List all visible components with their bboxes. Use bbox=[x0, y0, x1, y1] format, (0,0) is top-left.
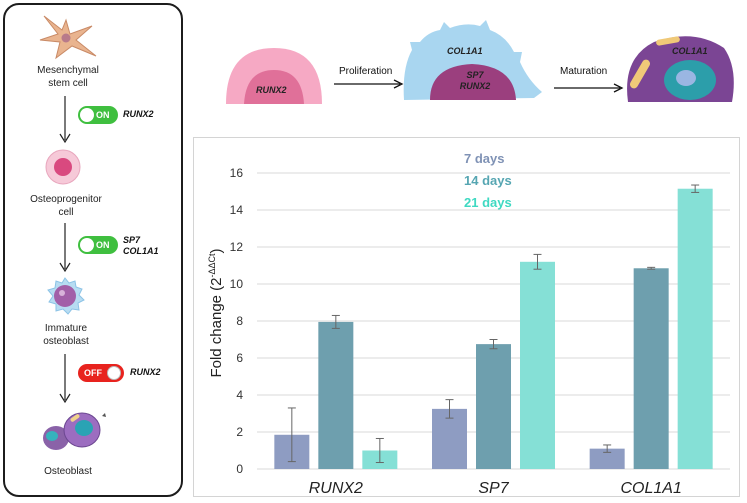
y-tick-label: 12 bbox=[230, 240, 244, 254]
stage-label-osteoblast: Osteoblast bbox=[44, 466, 92, 477]
switch-knob bbox=[107, 366, 121, 380]
y-tick-label: 10 bbox=[230, 277, 244, 291]
y-tick-label: 6 bbox=[236, 351, 243, 365]
switch-state-label: ON bbox=[96, 110, 110, 120]
cell1-gene-label: RUNX2 bbox=[256, 85, 287, 95]
immature-nucleus-shape bbox=[430, 64, 516, 100]
cell2-top-gene-label: COL1A1 bbox=[447, 46, 483, 56]
pathway-arrow-3 bbox=[59, 354, 71, 404]
stage-label-mesenchymal-stem-cell: Mesenchymal stem cell bbox=[37, 65, 99, 89]
fold-change-chart-frame bbox=[193, 137, 740, 497]
x-category-label-col1a1: COL1A1 bbox=[620, 480, 681, 497]
y-tick-label: 4 bbox=[236, 388, 243, 402]
bar-21-days-sp7 bbox=[520, 261, 555, 469]
y-axis-title: Fold change (2-ΔΔCt) bbox=[207, 248, 225, 378]
switch-knob bbox=[80, 108, 94, 122]
bar-14-days-runx2 bbox=[318, 321, 354, 469]
bar-21-days-col1a1 bbox=[677, 188, 713, 469]
stage-label-immature-osteoblast: Immature osteoblast bbox=[43, 323, 89, 347]
x-category-label-sp7: SP7 bbox=[478, 480, 509, 497]
bar-14-days-col1a1 bbox=[633, 268, 669, 469]
runx2-off-switch: OFF bbox=[78, 364, 124, 382]
switch-3-gene: RUNX2 bbox=[130, 367, 161, 377]
bar-14-days-sp7 bbox=[476, 344, 511, 469]
y-axis-title-holder: Fold change (2-ΔΔCt) bbox=[207, 228, 225, 398]
y-tick-label: 2 bbox=[236, 425, 243, 439]
y-tick-label: 16 bbox=[230, 166, 244, 180]
switch-knob bbox=[80, 238, 94, 252]
mesenchymal-stem-cell-image bbox=[39, 15, 97, 60]
switch-1-gene: RUNX2 bbox=[123, 109, 154, 119]
pathway-arrow-2 bbox=[59, 223, 71, 273]
switch-2-genes: SP7 COL1A1 bbox=[123, 235, 159, 256]
switch-state-label: OFF bbox=[84, 368, 102, 378]
fold-change-bar-chart: 0 2 4 6 8 10 12 14 16 RUNX2 SP7 COL1A1 bbox=[230, 166, 730, 497]
switch-state-label: ON bbox=[96, 240, 110, 250]
sp7-col1a1-on-switch: ON bbox=[78, 236, 118, 254]
osteoprogenitor-cell-image bbox=[45, 149, 81, 185]
y-tick-label: 0 bbox=[236, 462, 243, 476]
runx2-on-switch: ON bbox=[78, 106, 118, 124]
cell2-gene-labels: SP7 RUNX2 bbox=[459, 70, 491, 91]
x-category-label-runx2: RUNX2 bbox=[309, 480, 363, 497]
immature-osteoblast-image bbox=[47, 277, 85, 315]
cell3-gene-label: COL1A1 bbox=[672, 46, 708, 56]
proliferation-label: Proliferation bbox=[339, 66, 393, 77]
legend-14-days: 14 days bbox=[464, 173, 512, 188]
pathway-arrow-1 bbox=[59, 96, 71, 144]
legend-7-days: 7 days bbox=[464, 151, 505, 166]
cell-maturation-diagram bbox=[226, 20, 734, 104]
legend-21-days: 21 days bbox=[464, 195, 512, 210]
progenitor-nucleus-shape bbox=[244, 70, 304, 104]
y-tick-label: 14 bbox=[230, 203, 244, 217]
maturation-label: Maturation bbox=[560, 66, 608, 77]
y-tick-label: 8 bbox=[236, 314, 243, 328]
stage-label-osteoprogenitor-cell: Osteoprogenitor cell bbox=[30, 194, 102, 218]
osteoblast-image bbox=[43, 412, 106, 450]
bar-7-days-sp7 bbox=[432, 408, 467, 469]
bar-7-days-col1a1 bbox=[589, 448, 625, 469]
